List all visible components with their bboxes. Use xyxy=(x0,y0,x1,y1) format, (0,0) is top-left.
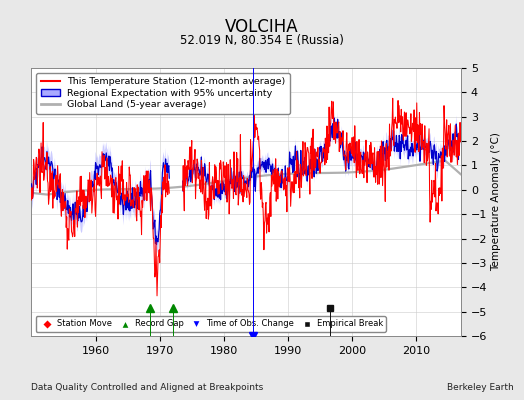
Y-axis label: Temperature Anomaly (°C): Temperature Anomaly (°C) xyxy=(492,132,501,272)
Text: VOLCIHA: VOLCIHA xyxy=(225,18,299,36)
Text: Data Quality Controlled and Aligned at Breakpoints: Data Quality Controlled and Aligned at B… xyxy=(31,383,264,392)
Legend: Station Move, Record Gap, Time of Obs. Change, Empirical Break: Station Move, Record Gap, Time of Obs. C… xyxy=(36,316,386,332)
Text: 52.019 N, 80.354 E (Russia): 52.019 N, 80.354 E (Russia) xyxy=(180,34,344,47)
Text: Berkeley Earth: Berkeley Earth xyxy=(447,383,514,392)
